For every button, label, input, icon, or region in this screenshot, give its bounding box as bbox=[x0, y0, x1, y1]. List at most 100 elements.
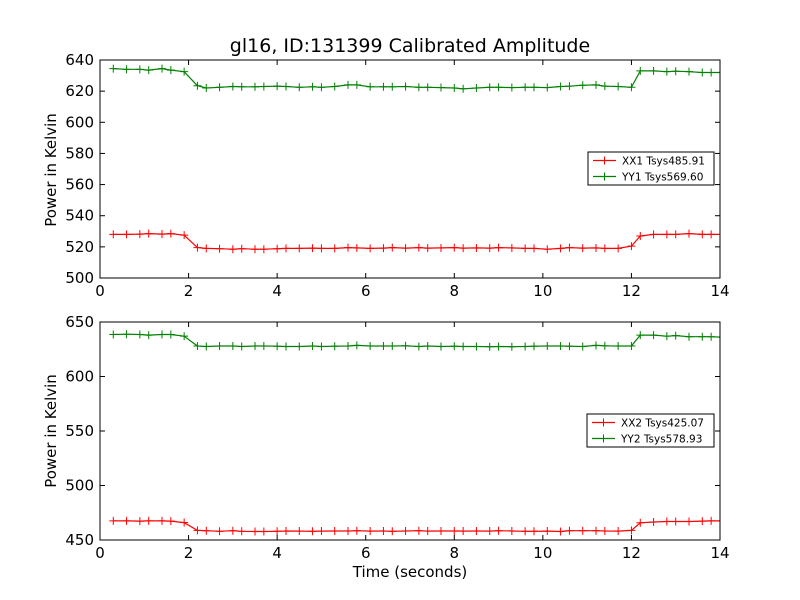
data-point bbox=[401, 244, 410, 253]
data-point bbox=[530, 244, 538, 253]
data-point bbox=[507, 526, 516, 535]
data-point bbox=[437, 342, 445, 351]
data-point bbox=[414, 243, 423, 252]
data-point bbox=[237, 342, 246, 351]
data-point bbox=[414, 526, 423, 535]
data-point bbox=[649, 66, 658, 75]
data-point bbox=[707, 332, 716, 341]
data-point bbox=[228, 82, 237, 91]
data-point bbox=[352, 80, 361, 89]
y-tick-label: 520 bbox=[65, 238, 94, 256]
data-point bbox=[251, 341, 259, 350]
data-point bbox=[295, 244, 304, 253]
data-point bbox=[388, 243, 397, 252]
data-point bbox=[317, 244, 326, 253]
data-point bbox=[592, 80, 600, 89]
data-point bbox=[251, 527, 259, 536]
data-point bbox=[565, 342, 574, 351]
data-point bbox=[592, 243, 600, 252]
data-point bbox=[366, 527, 375, 536]
data-point bbox=[317, 83, 326, 92]
data-point bbox=[685, 229, 693, 238]
data-point bbox=[485, 527, 494, 536]
data-point bbox=[472, 243, 481, 252]
data-point bbox=[401, 526, 410, 535]
data-point bbox=[215, 527, 224, 536]
data-point bbox=[122, 516, 131, 525]
data-point bbox=[202, 84, 211, 93]
data-point bbox=[556, 341, 565, 350]
data-point bbox=[600, 244, 609, 253]
data-point bbox=[273, 527, 282, 536]
data-point bbox=[494, 83, 503, 92]
data-point bbox=[423, 527, 432, 536]
legend-box bbox=[587, 151, 715, 186]
y-tick-label: 500 bbox=[65, 477, 94, 495]
data-point bbox=[485, 342, 494, 351]
x-tick-label: 12 bbox=[622, 282, 641, 300]
data-point bbox=[685, 332, 693, 341]
data-point bbox=[472, 342, 481, 351]
data-point bbox=[109, 516, 118, 525]
data-point bbox=[423, 341, 432, 350]
data-point bbox=[202, 342, 211, 351]
data-point bbox=[215, 244, 224, 253]
x-tick-label: 12 bbox=[622, 544, 641, 562]
data-point bbox=[308, 341, 317, 350]
x-tick-label: 0 bbox=[95, 282, 105, 300]
data-point bbox=[614, 82, 623, 91]
data-point bbox=[215, 341, 224, 350]
data-point bbox=[166, 330, 175, 339]
data-point bbox=[144, 229, 153, 238]
x-tick-label: 14 bbox=[710, 282, 729, 300]
data-point bbox=[662, 67, 671, 76]
data-point bbox=[193, 526, 202, 535]
data-point bbox=[627, 242, 636, 251]
data-point bbox=[166, 517, 175, 526]
data-point bbox=[450, 243, 459, 252]
data-point bbox=[671, 331, 680, 340]
data-point bbox=[636, 231, 645, 240]
data-point bbox=[556, 82, 565, 91]
data-point bbox=[295, 83, 304, 92]
y-tick-label: 650 bbox=[65, 313, 94, 331]
y-tick-label: 500 bbox=[65, 269, 94, 287]
legend-marker bbox=[599, 418, 608, 427]
x-tick-label: 2 bbox=[184, 282, 194, 300]
data-point bbox=[144, 331, 153, 340]
data-point bbox=[627, 341, 636, 350]
data-point bbox=[308, 527, 317, 536]
data-point bbox=[251, 245, 259, 254]
data-point bbox=[437, 83, 445, 92]
data-point bbox=[388, 341, 397, 350]
legend-label: YY2 Tsys578.93 bbox=[620, 434, 702, 446]
data-point bbox=[135, 65, 144, 74]
data-point bbox=[237, 82, 246, 91]
data-point bbox=[352, 526, 361, 535]
data-point bbox=[308, 82, 317, 91]
data-point bbox=[459, 527, 468, 536]
legend: XX1 Tsys485.91 YY1 Tsys569.60 bbox=[587, 151, 715, 186]
data-point bbox=[507, 243, 516, 252]
data-point bbox=[180, 332, 189, 341]
data-point bbox=[494, 342, 503, 351]
data-point bbox=[614, 244, 623, 253]
legend-label: XX1 Tsys485.91 bbox=[622, 156, 705, 168]
x-tick-label: 6 bbox=[361, 544, 371, 562]
data-point bbox=[636, 518, 645, 527]
legend-marker bbox=[599, 434, 608, 443]
x-tick-label: 10 bbox=[533, 282, 552, 300]
data-point bbox=[344, 341, 352, 350]
data-point bbox=[507, 83, 516, 92]
data-point bbox=[472, 84, 481, 93]
data-point bbox=[698, 517, 707, 526]
data-point bbox=[521, 342, 530, 351]
plot-frame bbox=[99, 59, 721, 279]
legend: XX2 Tsys425.07 YY2 Tsys578.93 bbox=[586, 413, 715, 448]
data-point bbox=[600, 526, 609, 535]
data-point bbox=[698, 332, 707, 341]
data-point bbox=[671, 230, 680, 239]
data-point bbox=[259, 527, 268, 536]
data-point bbox=[671, 517, 680, 526]
x-axis-label: Time (seconds) bbox=[352, 563, 468, 581]
